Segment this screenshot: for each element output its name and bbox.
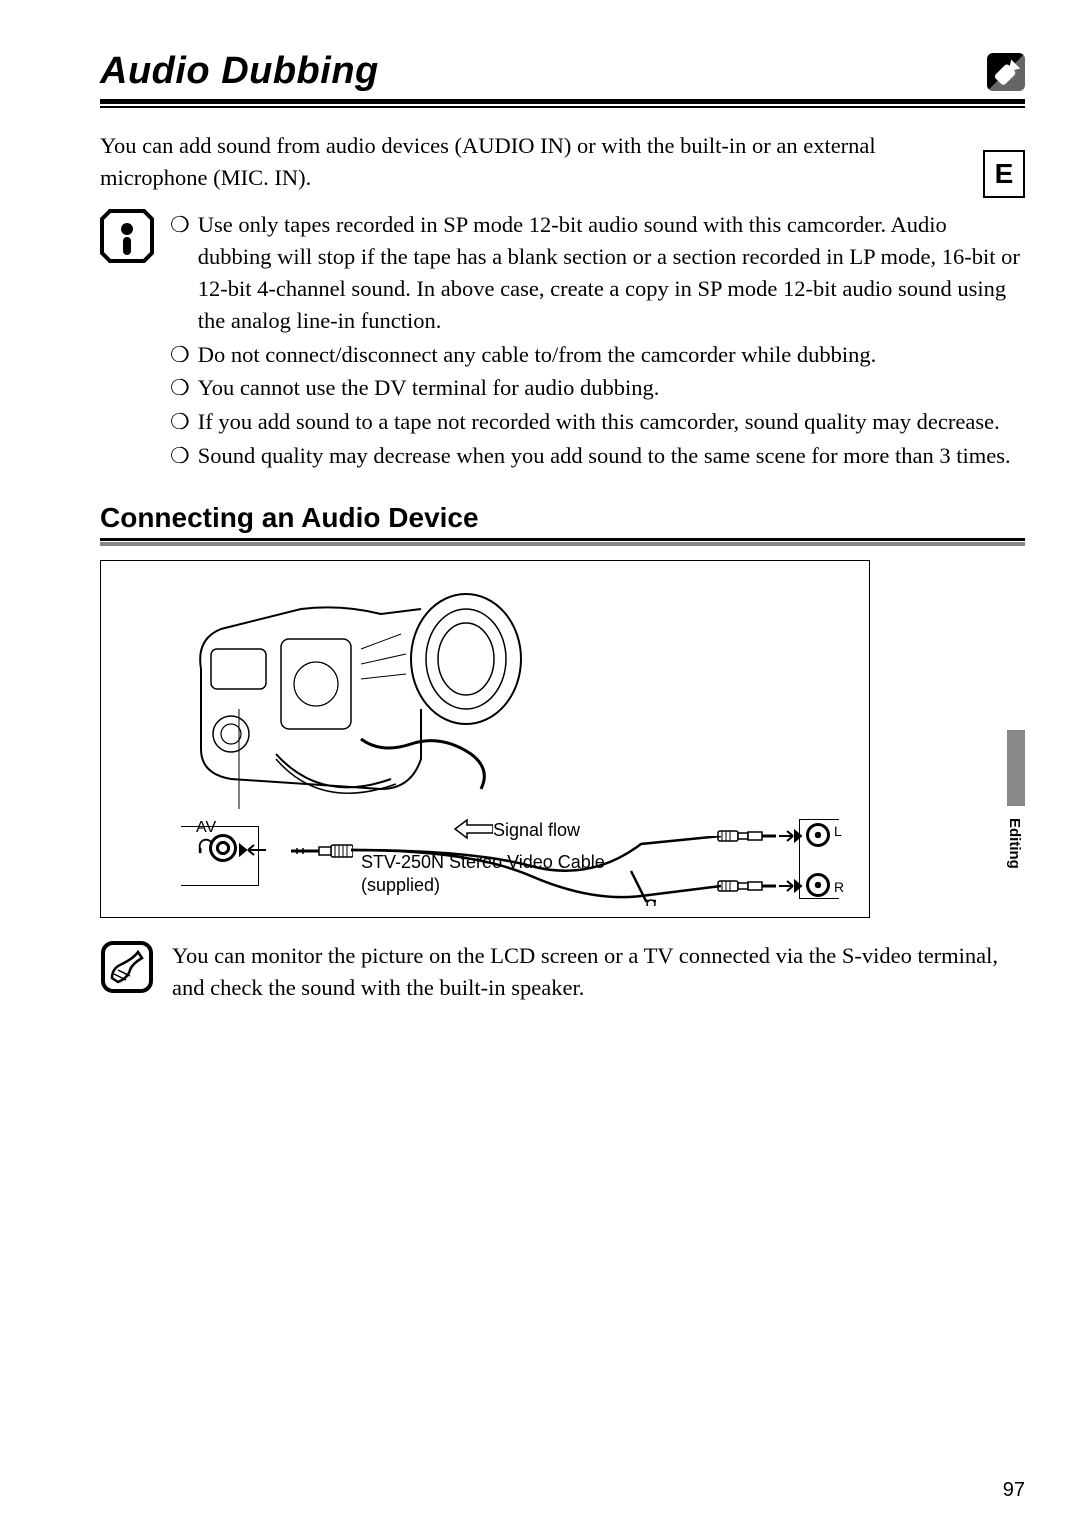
output-arrow-icon: [779, 829, 803, 848]
cable-label: STV-250N Stereo Video Cable (supplied): [361, 851, 605, 896]
note-block: You can monitor the picture on the LCD s…: [100, 940, 1025, 1004]
intro-paragraph: You can add sound from audio devices (AU…: [100, 130, 1025, 195]
bullet-icon: ❍: [170, 440, 190, 472]
warning-item: ❍Sound quality may decrease when you add…: [170, 440, 1025, 472]
warning-list: ❍Use only tapes recorded in SP mode 12-b…: [170, 209, 1025, 475]
warning-text: Do not connect/disconnect any cable to/f…: [198, 339, 1025, 371]
signal-flow-arrow-icon: [453, 818, 493, 845]
right-label: R: [834, 879, 844, 895]
signal-flow-label: Signal flow: [493, 820, 580, 841]
camcorder-illustration: [181, 579, 531, 809]
av-text: AV: [196, 819, 216, 837]
cable-name: STV-250N Stereo Video Cable: [361, 851, 605, 874]
page-title: Audio Dubbing: [100, 50, 379, 93]
stereo-plug-icon: [291, 841, 353, 866]
warning-item: ❍Use only tapes recorded in SP mode 12-b…: [170, 209, 1025, 337]
title-rule-thick: [100, 99, 1025, 104]
warning-text: You cannot use the DV terminal for audio…: [198, 372, 1025, 404]
title-rule-thin: [100, 106, 1025, 108]
bullet-icon: ❍: [170, 209, 190, 337]
warning-block: ❍Use only tapes recorded in SP mode 12-b…: [100, 209, 1025, 475]
warning-text: Use only tapes recorded in SP mode 12-bi…: [198, 209, 1025, 337]
connection-diagram: AV Signal flow STV-250N Stereo Video Cab…: [100, 560, 870, 918]
section-tab-label: Editing: [1006, 818, 1023, 869]
bullet-icon: ❍: [170, 339, 190, 371]
warning-item: ❍Do not connect/disconnect any cable to/…: [170, 339, 1025, 371]
warning-item: ❍If you add sound to a tape not recorded…: [170, 406, 1025, 438]
warning-item: ❍You cannot use the DV terminal for audi…: [170, 372, 1025, 404]
page-number: 97: [1003, 1479, 1025, 1502]
heading-rule: [100, 538, 1025, 546]
bullet-icon: ❍: [170, 406, 190, 438]
input-arrow-icon: [238, 843, 266, 862]
rca-plug-icon: [716, 877, 776, 900]
bullet-icon: ❍: [170, 372, 190, 404]
left-label: L: [834, 823, 842, 839]
warning-text: If you add sound to a tape not recorded …: [198, 406, 1025, 438]
note-icon: [100, 940, 154, 994]
cable-supplied: (supplied): [361, 874, 605, 897]
language-badge: E: [983, 150, 1025, 198]
section-tab: [1007, 730, 1025, 806]
rca-plug-icon: [716, 827, 776, 850]
note-text: You can monitor the picture on the LCD s…: [172, 940, 1025, 1004]
output-arrow-icon: [779, 879, 803, 898]
warning-text: Sound quality may decrease when you add …: [198, 440, 1025, 472]
warning-icon: [100, 209, 154, 263]
section-heading: Connecting an Audio Device: [100, 502, 1025, 534]
camcorder-mode-icon: [987, 53, 1025, 91]
